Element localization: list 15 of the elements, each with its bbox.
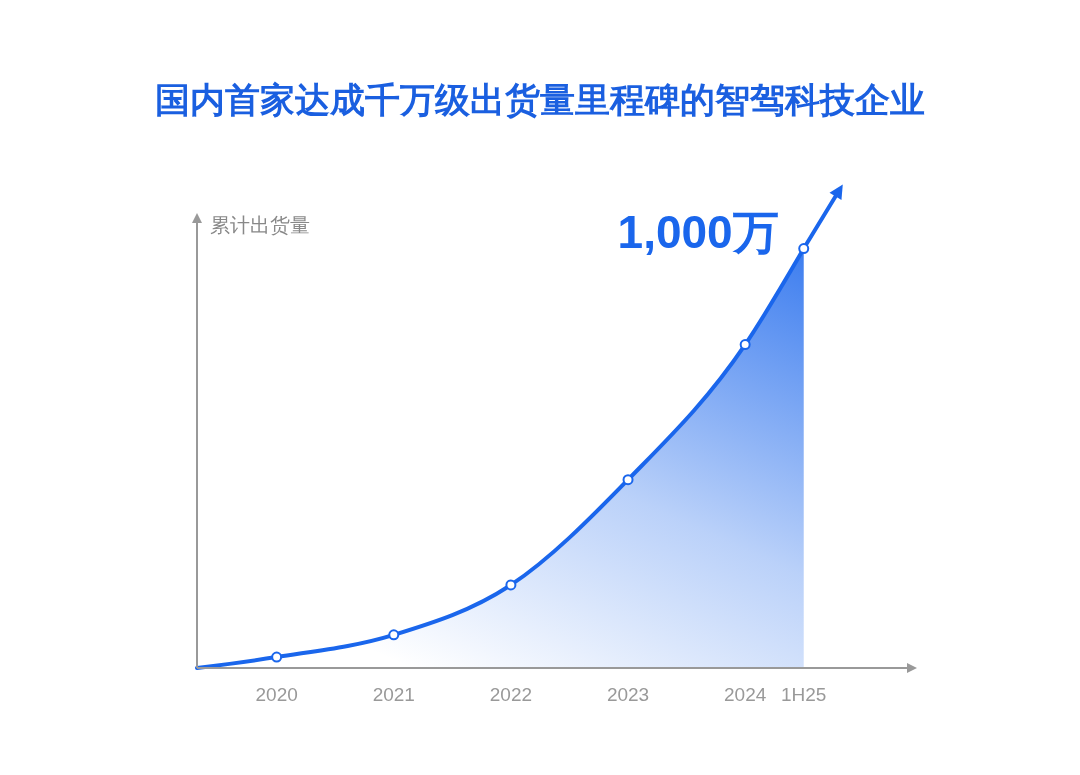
point: [271, 651, 283, 663]
annotation: 1,000万: [617, 205, 779, 258]
point: [622, 474, 634, 486]
chart-title: 国内首家达成千万级出货量里程碑的智驾科技企业: [155, 80, 925, 119]
x-tick-label: 2022: [489, 684, 533, 705]
x-tick-label: 2024: [724, 684, 767, 705]
x-tick-label: 2021: [372, 684, 415, 705]
point: [505, 579, 517, 591]
y-axis-title: 累计出货量: [210, 214, 310, 236]
x-tick-label: 2020: [255, 684, 298, 705]
point: [739, 339, 751, 351]
point: [388, 629, 400, 641]
x-tick-label: 2023: [606, 684, 650, 705]
point: [798, 243, 810, 255]
x-tick-label: 1H25: [781, 684, 827, 705]
